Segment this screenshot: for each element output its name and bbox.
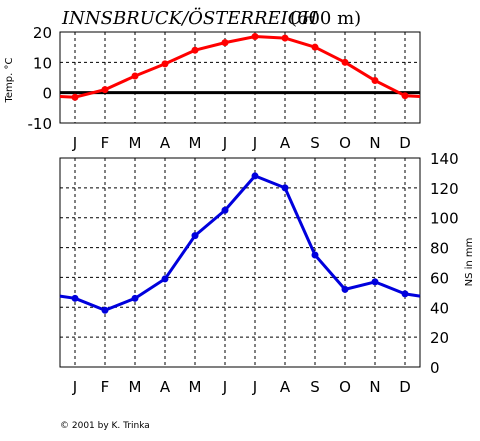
data-point bbox=[251, 172, 259, 180]
series-line bbox=[59, 174, 421, 312]
data-point bbox=[371, 77, 379, 85]
y-tick-label: 120 bbox=[430, 180, 459, 198]
month-tick-label: M bbox=[129, 378, 142, 396]
data-point bbox=[281, 184, 289, 192]
y-tick-label: 80 bbox=[430, 240, 449, 258]
y-tick-label: 0 bbox=[430, 359, 440, 377]
y-tick-label: 140 bbox=[430, 150, 459, 168]
month-tick-label: N bbox=[369, 378, 380, 396]
data-point bbox=[311, 43, 319, 51]
y-tick-label: -10 bbox=[28, 115, 53, 133]
precipitation-plot-frame bbox=[59, 157, 421, 368]
chart-title-elevation: (600 m) bbox=[290, 8, 361, 29]
month-tick-label: S bbox=[310, 134, 320, 152]
month-tick-label: A bbox=[280, 378, 291, 396]
data-point bbox=[341, 285, 349, 293]
month-tick-label: D bbox=[399, 134, 411, 152]
month-tick-label: S bbox=[310, 378, 320, 396]
data-point bbox=[341, 58, 349, 66]
y-tick-label: 20 bbox=[33, 24, 52, 42]
month-tick-label: M bbox=[129, 134, 142, 152]
y-tick-label: 60 bbox=[430, 269, 449, 287]
data-point bbox=[131, 72, 139, 80]
y-tick-label: 100 bbox=[430, 210, 459, 228]
y-tick-label: 40 bbox=[430, 299, 449, 317]
data-point bbox=[281, 34, 289, 42]
precipitation-y-ticks: 0 20 40 60 80 100 120 140 bbox=[430, 150, 459, 377]
temperature-series bbox=[59, 33, 421, 101]
month-tick-label: J bbox=[252, 134, 257, 152]
month-tick-label: A bbox=[280, 134, 291, 152]
data-point bbox=[221, 206, 229, 214]
chart-title: INNSBRUCK/ÖSTERREICH bbox=[61, 6, 318, 29]
data-point bbox=[131, 294, 139, 302]
month-tick-label: A bbox=[160, 378, 171, 396]
y-tick-label: 0 bbox=[42, 85, 52, 103]
precipitation-series bbox=[59, 172, 421, 314]
data-point bbox=[101, 86, 109, 94]
temperature-plot-frame bbox=[59, 31, 421, 124]
month-tick-label: M bbox=[189, 378, 202, 396]
data-point bbox=[251, 33, 259, 41]
temperature-axis-label: Temp. °C bbox=[4, 57, 15, 103]
temperature-grid bbox=[60, 32, 420, 123]
series-line bbox=[59, 35, 421, 99]
data-point bbox=[161, 60, 169, 68]
month-tick-label: J bbox=[252, 378, 257, 396]
data-point bbox=[101, 306, 109, 314]
data-point bbox=[221, 39, 229, 47]
data-point bbox=[191, 46, 199, 54]
data-point bbox=[71, 294, 79, 302]
month-tick-label: F bbox=[101, 134, 110, 152]
month-tick-label: O bbox=[339, 378, 351, 396]
data-point bbox=[401, 92, 409, 100]
month-tick-label: F bbox=[101, 378, 110, 396]
month-tick-label: J bbox=[222, 378, 227, 396]
data-point bbox=[191, 232, 199, 240]
month-tick-label: M bbox=[189, 134, 202, 152]
precipitation-axis-label: NS in mm bbox=[464, 238, 475, 287]
data-point bbox=[401, 290, 409, 298]
month-tick-label: J bbox=[72, 378, 77, 396]
y-tick-label: 10 bbox=[33, 54, 52, 72]
copyright-credit: © 2001 by K. Trinka bbox=[60, 421, 150, 431]
data-point bbox=[71, 93, 79, 101]
month-tick-label: J bbox=[72, 134, 77, 152]
month-tick-label: N bbox=[369, 134, 380, 152]
month-tick-label: D bbox=[399, 378, 411, 396]
precipitation-grid bbox=[60, 158, 420, 367]
data-point bbox=[371, 278, 379, 286]
data-point bbox=[311, 251, 319, 259]
month-tick-label: J bbox=[222, 134, 227, 152]
month-tick-label: A bbox=[160, 134, 171, 152]
y-tick-label: 20 bbox=[430, 329, 449, 347]
month-tick-label: O bbox=[339, 134, 351, 152]
data-point bbox=[161, 275, 169, 283]
temperature-y-ticks: -10 0 10 20 bbox=[28, 24, 53, 133]
